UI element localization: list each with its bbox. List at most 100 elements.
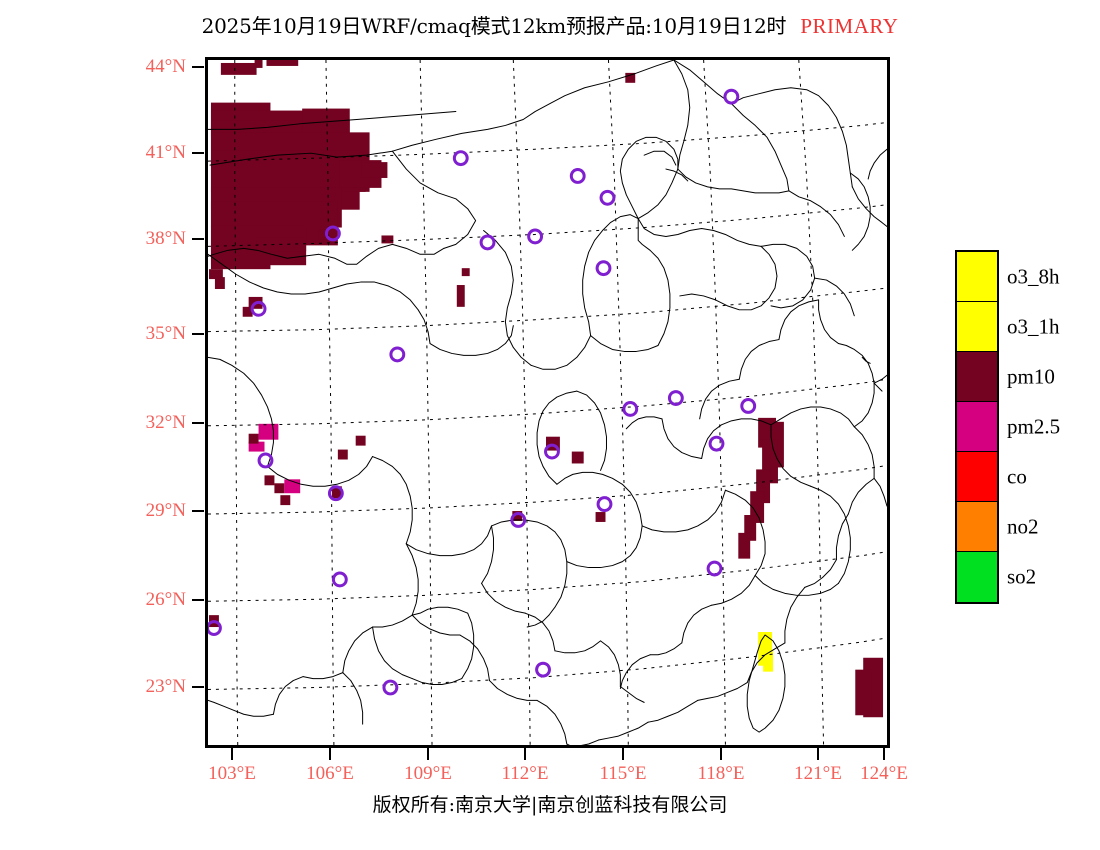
pollutant-cell bbox=[254, 60, 263, 68]
city-marker[interactable] bbox=[331, 571, 348, 588]
pollutant-cell bbox=[512, 511, 523, 521]
graticule-layer bbox=[208, 60, 887, 745]
longitude-tick-mark bbox=[231, 748, 233, 760]
latitude-tick-label: 38°N bbox=[145, 228, 186, 249]
longitude-tick-mark bbox=[817, 748, 819, 760]
geography-layer bbox=[208, 60, 887, 745]
city-marker[interactable] bbox=[535, 661, 551, 678]
pollutant-cell bbox=[456, 285, 465, 307]
legend-swatch bbox=[957, 502, 997, 552]
city-marker[interactable] bbox=[250, 300, 267, 317]
longitude-tick-label: 106°E bbox=[306, 763, 354, 784]
pollutant-cell bbox=[280, 495, 291, 506]
pollutant-cell bbox=[208, 269, 223, 280]
legend-swatch bbox=[957, 452, 997, 502]
city-marker[interactable] bbox=[595, 260, 612, 277]
chart-title: 2025年10月19日WRF/cmaq模式12km预报产品:10月19日12时 P… bbox=[0, 10, 1100, 39]
longitude-tick-label: 124°E bbox=[860, 763, 908, 784]
city-marker[interactable] bbox=[544, 443, 560, 460]
longitude-tick-mark bbox=[427, 748, 429, 760]
legend-label: so2 bbox=[1007, 564, 1037, 589]
legend-label: o3_8h bbox=[1007, 264, 1060, 289]
pollutant-cell bbox=[220, 62, 257, 75]
city-marker[interactable] bbox=[257, 452, 274, 469]
city-marker[interactable] bbox=[667, 390, 684, 406]
pollutant-cell bbox=[266, 60, 299, 66]
legend-label: pm10 bbox=[1007, 364, 1055, 389]
pollutant-cell bbox=[242, 306, 253, 317]
pollutant-cell bbox=[355, 435, 366, 446]
city-marker[interactable] bbox=[569, 168, 586, 184]
pollutant-cell bbox=[258, 423, 279, 440]
longitude-tick-mark bbox=[329, 748, 331, 760]
legend-label: no2 bbox=[1007, 514, 1039, 539]
legend-row-o3-1h[interactable]: o3_1h bbox=[957, 302, 1060, 352]
city-marker[interactable] bbox=[389, 346, 406, 363]
legend-label: o3_1h bbox=[1007, 314, 1060, 339]
pollutant-cell bbox=[381, 235, 394, 244]
pollutant-cell bbox=[361, 162, 388, 178]
legend-row-co[interactable]: co bbox=[957, 452, 1027, 502]
city-marker[interactable] bbox=[622, 401, 639, 417]
pollutant-cell bbox=[214, 277, 225, 289]
legend-row-o3-8h[interactable]: o3_8h bbox=[957, 252, 1060, 302]
city-marker[interactable] bbox=[452, 150, 469, 167]
longitude-tick-label: 121°E bbox=[794, 763, 842, 784]
legend-row-pm10[interactable]: pm10 bbox=[957, 352, 1055, 402]
longitude-tick-mark bbox=[622, 748, 624, 760]
pollutant-cell bbox=[625, 72, 636, 83]
map-plot-area[interactable] bbox=[205, 57, 890, 748]
city-marker[interactable] bbox=[599, 189, 616, 206]
longitude-tick-mark bbox=[883, 748, 885, 760]
latitude-tick-mark bbox=[192, 333, 204, 335]
city-marker[interactable] bbox=[527, 228, 544, 245]
latitude-tick-label: 32°N bbox=[145, 412, 186, 433]
legend-swatch bbox=[957, 302, 997, 352]
legend-row-so2[interactable]: so2 bbox=[957, 552, 1036, 602]
city-marker[interactable] bbox=[740, 398, 757, 414]
longitude-tick-label: 118°E bbox=[697, 763, 745, 784]
pollutant-cell bbox=[248, 433, 259, 444]
pollutant-cell bbox=[738, 532, 751, 559]
pollutant-cell bbox=[595, 512, 606, 522]
copyright-footer: 版权所有:南京大学|南京创蓝科技有限公司 bbox=[372, 794, 728, 816]
city-marker[interactable] bbox=[479, 234, 496, 251]
latitude-tick-mark bbox=[192, 422, 204, 424]
pollutant-cell bbox=[763, 649, 774, 672]
longitude-tick-label: 115°E bbox=[599, 763, 647, 784]
latitude-tick-label: 35°N bbox=[145, 323, 186, 344]
latitude-tick-mark bbox=[192, 686, 204, 688]
city-marker[interactable] bbox=[510, 512, 527, 528]
pollutant-cell bbox=[274, 483, 285, 494]
city-marker[interactable] bbox=[327, 485, 344, 502]
pollutant-cell bbox=[331, 486, 342, 499]
city-marker[interactable] bbox=[596, 496, 613, 513]
latitude-tick-label: 23°N bbox=[145, 676, 186, 697]
pollutant-legend[interactable]: o3_8h o3_1h pm10 pm2.5 co no2 so2 bbox=[955, 250, 1060, 604]
legend-row-no2[interactable]: no2 bbox=[957, 502, 1039, 552]
legend-row-pm2-5[interactable]: pm2.5 bbox=[957, 402, 1060, 452]
pollutant-cell bbox=[264, 475, 275, 486]
city-marker[interactable] bbox=[723, 88, 740, 105]
city-marker[interactable] bbox=[324, 225, 341, 242]
pollutant-cell bbox=[318, 229, 328, 240]
pollutant-cell bbox=[248, 441, 265, 452]
city-marker[interactable] bbox=[708, 435, 725, 452]
latitude-tick-mark bbox=[192, 510, 204, 512]
pollutant-cell bbox=[571, 451, 584, 464]
city-marker[interactable] bbox=[208, 620, 222, 636]
legend-label: pm2.5 bbox=[1007, 414, 1061, 439]
longitude-tick-label: 109°E bbox=[404, 763, 452, 784]
pollutant-cell bbox=[855, 669, 872, 716]
map-canvas bbox=[208, 60, 887, 745]
legend-swatch bbox=[957, 252, 997, 302]
latitude-tick-mark bbox=[192, 238, 204, 240]
legend-swatch bbox=[957, 352, 997, 402]
legend-swatch bbox=[957, 402, 997, 452]
city-marker[interactable] bbox=[382, 679, 399, 696]
city-markers-layer bbox=[208, 88, 757, 696]
latitude-tick-label: 41°N bbox=[145, 142, 186, 163]
pollutant-cell bbox=[461, 268, 470, 277]
city-marker[interactable] bbox=[706, 560, 723, 577]
longitude-tick-mark bbox=[524, 748, 526, 760]
